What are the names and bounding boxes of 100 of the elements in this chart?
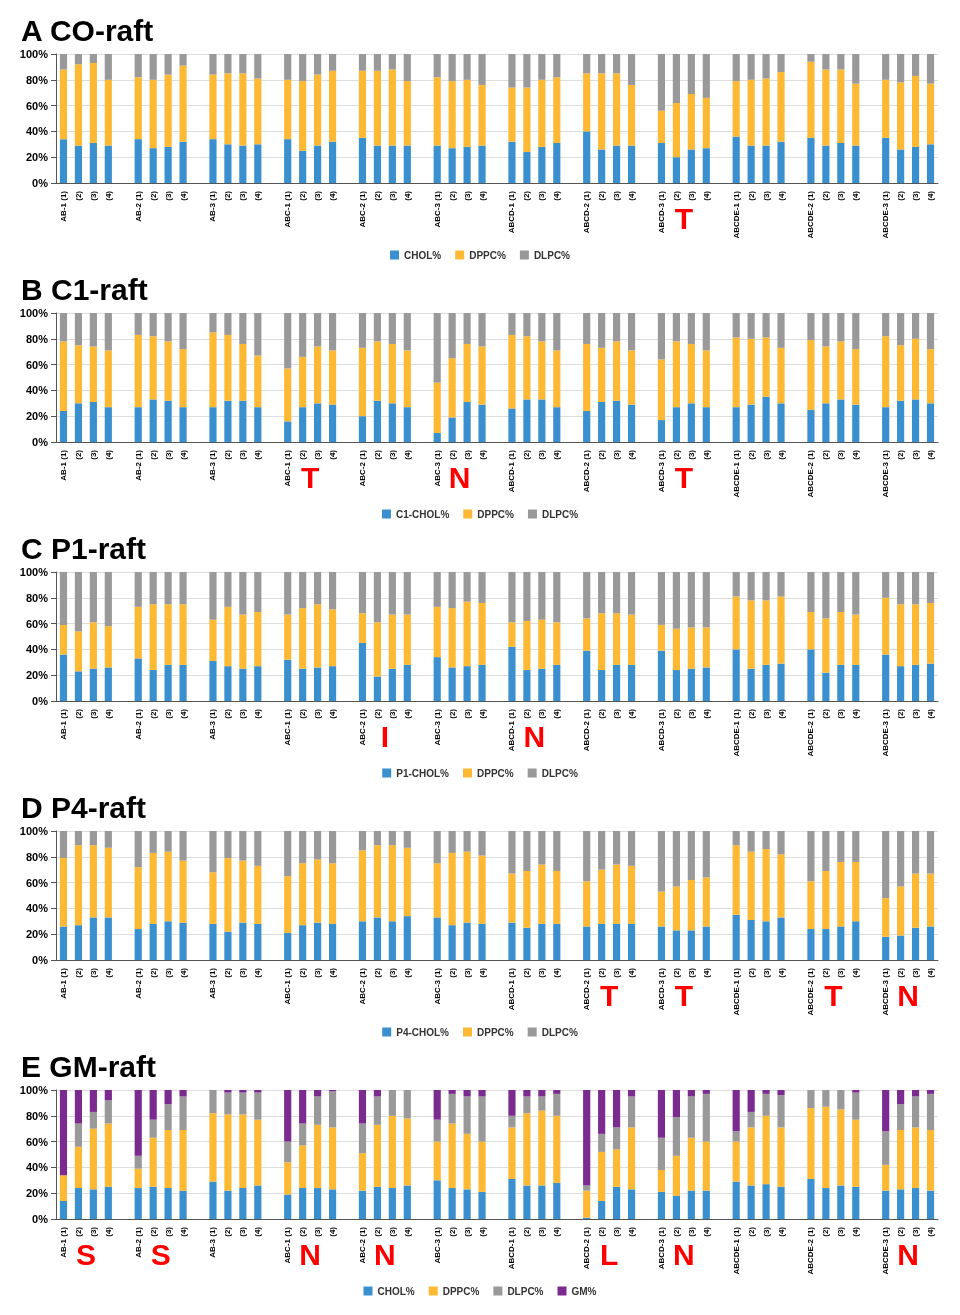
bar <box>598 613 606 671</box>
x-tick-label: (3) <box>836 967 846 978</box>
bar <box>373 1096 381 1125</box>
bar <box>403 54 411 82</box>
x-tick-label: (2) <box>746 1226 756 1237</box>
bar <box>224 931 232 960</box>
bar <box>448 1123 456 1189</box>
bar <box>822 145 830 183</box>
bar <box>59 54 68 70</box>
bar <box>672 1090 680 1118</box>
bar <box>657 1191 666 1219</box>
x-tick-label: (4) <box>552 967 562 978</box>
x-tick-label: AB-3 (1) <box>208 967 218 999</box>
bar <box>508 87 516 142</box>
bar <box>627 664 636 701</box>
x-tick-label: AB-1 (1) <box>58 190 68 222</box>
x-tick-label: AB-2 (1) <box>133 190 143 222</box>
bar <box>314 572 322 605</box>
bar <box>732 831 740 846</box>
bar <box>239 1188 247 1219</box>
bar <box>822 618 830 673</box>
legend-label: P1-CHOL% <box>396 767 450 779</box>
bar <box>239 922 247 960</box>
bar <box>822 54 830 70</box>
bar <box>702 627 710 668</box>
y-tick-label: 80% <box>25 73 49 86</box>
bar <box>882 898 890 937</box>
bar <box>926 313 935 350</box>
x-tick-label: (2) <box>821 967 831 978</box>
x-tick-label: (4) <box>851 708 861 719</box>
bar <box>463 1189 471 1219</box>
x-tick-label: AB-1 (1) <box>58 1226 68 1258</box>
bar <box>732 1090 740 1132</box>
bar <box>299 608 307 669</box>
y-tick-label: 60% <box>25 1135 49 1148</box>
bar <box>373 313 381 342</box>
x-tick-label: (4) <box>627 190 637 201</box>
text: N <box>523 719 546 753</box>
x-tick-label: AB-3 (1) <box>208 708 218 740</box>
bar <box>254 1092 262 1120</box>
bar <box>657 313 666 360</box>
bar <box>179 664 187 701</box>
bar <box>254 144 262 183</box>
bar <box>777 347 785 404</box>
x-tick-label: (3) <box>88 190 98 201</box>
bar <box>702 97 710 149</box>
bar <box>687 1096 695 1138</box>
bar <box>897 313 905 346</box>
bar <box>239 860 247 923</box>
bar <box>508 1115 516 1128</box>
x-tick-label: (3) <box>313 449 323 460</box>
text: I <box>380 719 390 753</box>
x-tick-label: (4) <box>552 1226 562 1237</box>
bar <box>179 1096 187 1130</box>
bar <box>613 1149 621 1187</box>
x-tick-label: (3) <box>88 449 98 460</box>
bar <box>882 1190 890 1219</box>
text: N <box>374 1237 396 1271</box>
bar <box>403 81 411 146</box>
bar <box>672 103 680 158</box>
bar <box>897 1104 905 1130</box>
bar <box>583 572 591 619</box>
legend-label: CHOL% <box>404 249 442 261</box>
bar <box>538 572 546 620</box>
bar <box>403 916 411 960</box>
bar <box>553 664 561 701</box>
x-tick-label: (4) <box>402 190 412 201</box>
bar <box>179 860 187 923</box>
bar <box>179 313 187 350</box>
x-tick-label: (2) <box>597 967 607 978</box>
bar <box>837 1090 845 1110</box>
x-tick-label: (4) <box>477 1226 487 1237</box>
bar <box>583 1185 591 1191</box>
bar <box>598 869 606 924</box>
x-tick-label: (4) <box>776 1226 786 1237</box>
bar <box>89 1111 97 1129</box>
bar <box>687 1137 695 1191</box>
bar <box>538 313 546 342</box>
bar <box>702 1090 710 1094</box>
x-tick-label: (4) <box>402 449 412 460</box>
x-tick-label: ABCD-3 (1) <box>656 1226 666 1270</box>
bar <box>239 614 247 669</box>
bar <box>149 923 157 960</box>
bar <box>627 350 636 405</box>
bar <box>478 1096 486 1142</box>
bar <box>583 54 591 74</box>
bar <box>89 917 97 960</box>
bar <box>747 851 755 921</box>
x-tick-label: ABCD-1 (1) <box>507 190 517 234</box>
bar <box>822 870 830 930</box>
bar <box>852 831 860 862</box>
bar <box>89 1128 97 1190</box>
x-tick-label: (3) <box>761 708 771 719</box>
bar <box>59 139 68 183</box>
x-tick-label: (2) <box>671 1226 681 1237</box>
x-tick-label: ABCDE-3 (1) <box>881 708 891 757</box>
bar <box>373 572 381 623</box>
bar <box>926 1090 935 1094</box>
bar <box>179 1090 187 1097</box>
x-tick-label: (4) <box>477 708 487 719</box>
